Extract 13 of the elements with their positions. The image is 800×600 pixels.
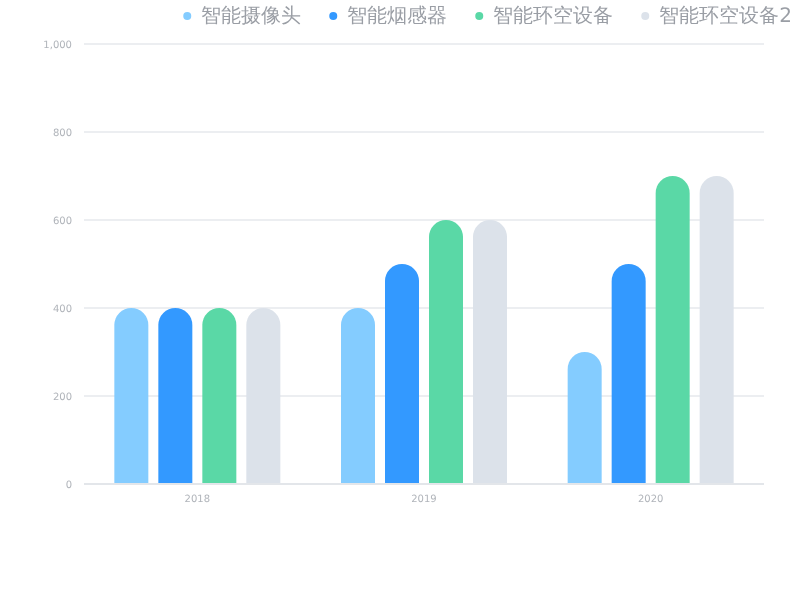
- bar: [202, 308, 237, 484]
- bar: [567, 352, 602, 484]
- legend-label: 智能环空设备: [493, 4, 614, 28]
- bar: [114, 308, 149, 484]
- bar: [158, 308, 193, 484]
- bar: [341, 308, 375, 484]
- legend-label: 智能摄像头: [201, 4, 302, 28]
- bar: [385, 264, 419, 484]
- legend-label: 智能烟感器: [347, 4, 448, 28]
- bar: [655, 176, 690, 484]
- bar: [429, 220, 463, 484]
- bar: [611, 264, 646, 484]
- legend-label: 智能环空设备2: [659, 4, 792, 28]
